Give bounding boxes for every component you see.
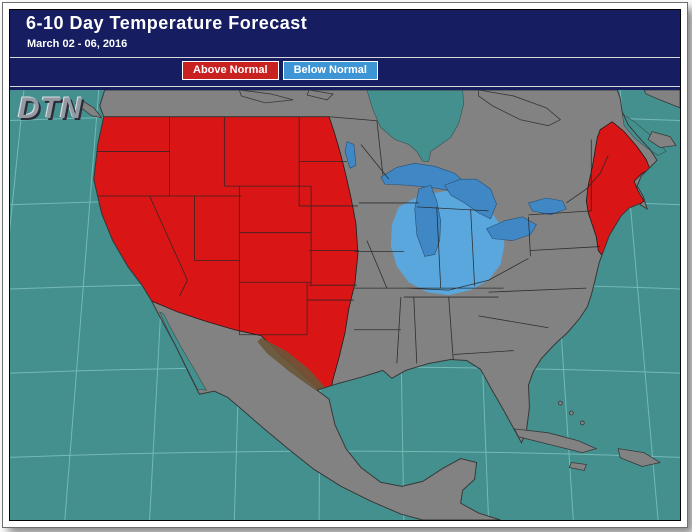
state-border-line [396,297,402,364]
state-border-line [329,116,377,122]
island-bahamas [568,410,574,416]
hudson-bay [366,90,464,162]
graticule-line [64,90,100,520]
state-border-line [470,208,476,287]
forecast-map: DTN [10,90,680,520]
state-border-line [448,297,455,366]
gulf-of-st-lawrence [621,113,667,156]
page-title: 6-10 Day Temperature Forecast [26,13,308,33]
state-border-line [149,195,188,281]
island-baffin [478,90,562,127]
legend-below-normal: Below Normal [282,61,378,80]
state-border-line [436,206,442,289]
island-vancouver [75,97,103,119]
state-border-line [179,280,188,297]
lake-winnipeg [344,141,357,169]
state-borders [94,116,609,366]
island-jamaica [568,462,587,471]
legend-above-normal: Above Normal [182,61,279,80]
separator-line-bottom [10,86,680,87]
island-cuba [513,428,598,454]
separator-line-top [10,57,680,58]
state-border-line [478,315,549,329]
state-border-line [528,210,592,216]
state-border-line [530,246,601,251]
graticule-line [10,90,25,232]
dtn-logo: DTN [18,92,83,125]
lake-michigan [414,184,442,257]
island-newfoundland [647,131,677,148]
island-bahamas [579,420,585,426]
lake-huron [444,178,497,220]
lake-erie [486,216,537,241]
island-hispaniola [617,448,662,467]
state-border-line [406,258,529,291]
state-border-line [416,206,489,212]
state-border-line [413,297,418,364]
legend: Above Normal Below Normal [182,61,378,80]
state-border-line [528,216,531,257]
forecast-panel: 6-10 Day Temperature Forecast March 02 -… [9,9,681,521]
state-border-line [453,350,514,355]
great-lakes [344,141,567,257]
state-border-line [366,240,388,289]
state-border-line [360,144,390,180]
state-border-line [488,287,587,293]
state-border-line [376,120,384,176]
north-america-map-svg [10,90,680,520]
island-arctic-1 [238,90,294,104]
lake-ontario [528,197,567,216]
state-border-line [566,155,609,204]
sea-inlets [158,90,667,391]
island-bahamas [557,400,563,406]
island-arctic-2 [306,90,334,101]
date-range: March 02 - 06, 2016 [27,38,128,50]
terrain-patch-mexico [257,337,328,398]
islands [75,90,680,471]
island-greenland-corner [643,90,680,109]
